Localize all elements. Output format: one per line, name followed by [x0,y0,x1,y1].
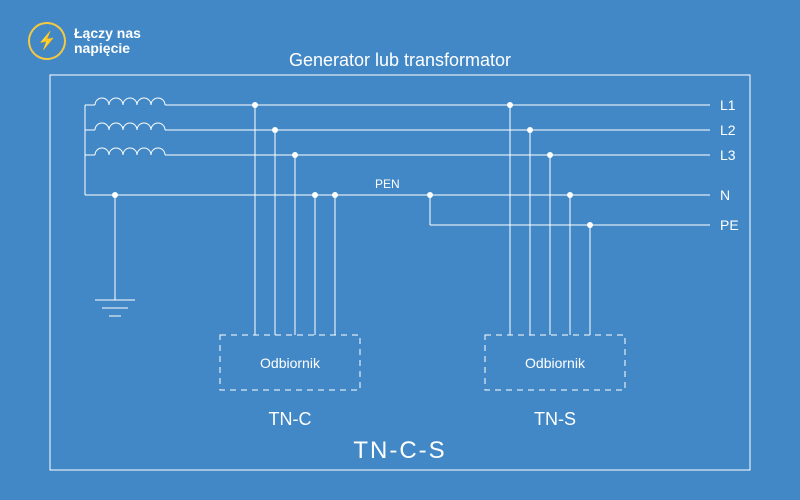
label-PE: PE [720,217,739,233]
node-ground [112,192,118,198]
inductor-L3 [85,148,175,155]
frame [50,75,750,470]
type-left: TN-C [269,409,312,429]
label-N: N [720,187,730,203]
right-drops [510,105,590,335]
circuit-diagram: Odbiornik Odbiornik L1 L2 L3 N PE PEN [0,0,800,500]
ground-symbol [95,195,135,316]
label-L3: L3 [720,147,736,163]
receiver-label-right: Odbiornik [525,355,586,371]
left-drops [255,105,335,335]
type-main: TN-C-S [353,437,446,464]
label-L2: L2 [720,122,736,138]
type-right: TN-S [534,409,576,429]
inductor-L1 [85,98,175,105]
label-PEN: PEN [375,177,400,191]
label-L1: L1 [720,97,736,113]
receiver-label-left: Odbiornik [260,355,321,371]
inductor-L2 [85,123,175,130]
